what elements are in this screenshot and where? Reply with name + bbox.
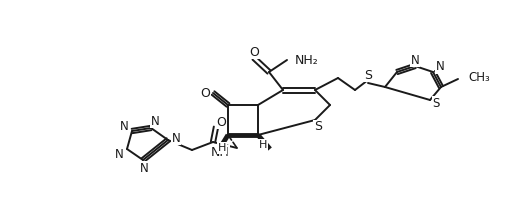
Text: N: N bbox=[436, 61, 444, 73]
Text: N: N bbox=[139, 162, 148, 174]
Text: N: N bbox=[119, 121, 128, 133]
Text: H: H bbox=[259, 140, 267, 150]
Text: O: O bbox=[249, 46, 259, 58]
Text: NH₂: NH₂ bbox=[295, 53, 319, 67]
Text: N: N bbox=[411, 53, 419, 67]
Text: N: N bbox=[115, 148, 124, 161]
Text: O: O bbox=[200, 87, 210, 100]
Text: S: S bbox=[364, 69, 372, 82]
Text: N: N bbox=[171, 131, 180, 145]
Text: NH: NH bbox=[210, 146, 229, 159]
Text: CH₃: CH₃ bbox=[468, 70, 490, 84]
Text: S: S bbox=[432, 96, 440, 109]
Text: O: O bbox=[216, 115, 226, 129]
Text: S: S bbox=[314, 121, 322, 133]
Text: N: N bbox=[150, 114, 159, 128]
Text: H: H bbox=[218, 143, 226, 153]
